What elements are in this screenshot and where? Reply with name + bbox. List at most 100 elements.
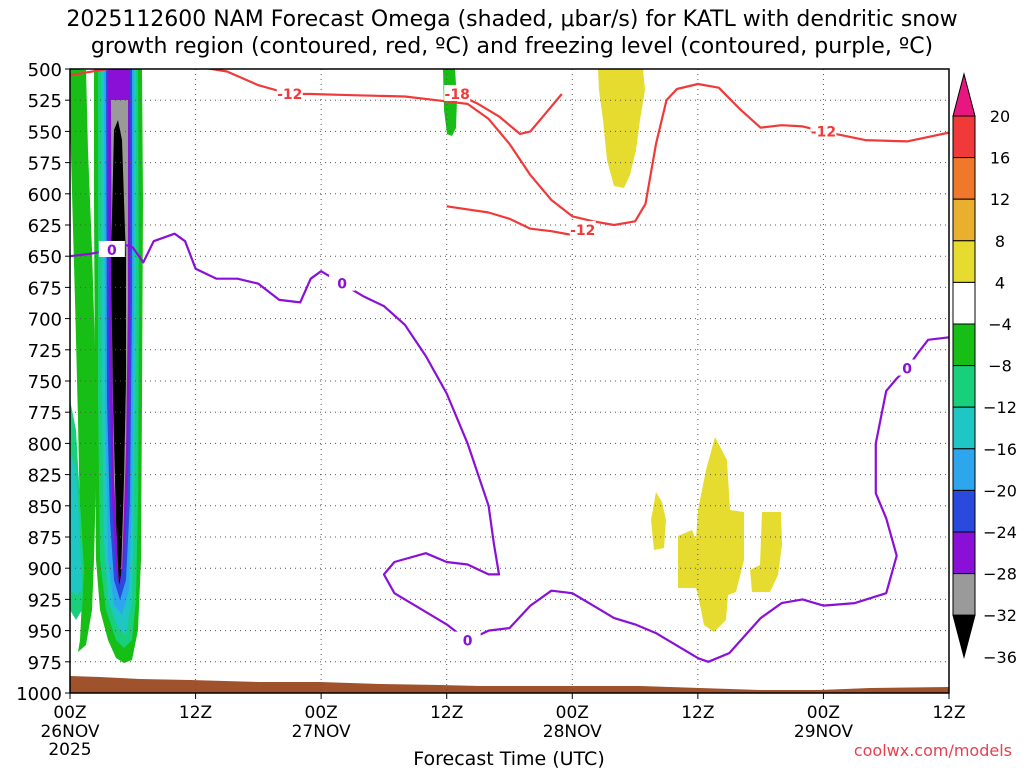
colorbar-label: −16 — [983, 440, 1017, 459]
freezing-level-contour-label-bg — [98, 240, 125, 257]
colorbar-label: 16 — [990, 149, 1010, 168]
y-tick-label: 525 — [28, 91, 62, 112]
x-tick-year: 2025 — [48, 740, 91, 760]
colorbar-swatch — [952, 489, 976, 533]
colorbar-swatch — [952, 240, 976, 283]
colorbar-label: −24 — [983, 523, 1017, 542]
y-tick-label: 650 — [28, 247, 62, 268]
y-tick-label: 850 — [28, 497, 62, 518]
colorbar-label: 20 — [990, 107, 1010, 126]
dgz-minus12-lower-contour-label: -12 — [570, 223, 595, 239]
colorbar-bottom-arrow — [952, 614, 976, 660]
colorbar-label: −28 — [983, 565, 1017, 584]
colorbar-label: −36 — [983, 648, 1017, 667]
omega-green-left — [70, 69, 96, 652]
omega-yellow-lower-c — [750, 512, 782, 592]
y-tick-label: 975 — [28, 653, 62, 674]
y-tick-label: 925 — [28, 590, 62, 611]
plot-frame — [69, 68, 950, 694]
x-tick-label: 00Z — [53, 703, 86, 723]
colorbar-swatch — [952, 573, 976, 616]
x-tick-label: 12Z — [681, 703, 714, 723]
y-tick-label: 1000 — [16, 684, 62, 705]
omega-yellow-lower-a — [651, 492, 666, 550]
omega-yellow-upper — [598, 69, 645, 188]
y-tick-label: 625 — [28, 216, 62, 237]
colorbar-label: −32 — [983, 606, 1017, 625]
x-tick-label: 00Z — [807, 703, 840, 723]
colorbar-swatch — [952, 157, 976, 200]
y-tick-label: 575 — [28, 154, 62, 175]
y-tick-label: 800 — [28, 434, 62, 455]
colorbar-label: −4 — [988, 315, 1012, 334]
x-tick-label: 12Z — [179, 703, 212, 723]
y-tick-label: 725 — [28, 341, 62, 362]
dgz-minus18-contour-label-bg — [444, 84, 471, 101]
colorbar-label: −20 — [983, 481, 1017, 500]
y-tick-label: 675 — [28, 278, 62, 299]
y-tick-label: 950 — [28, 622, 62, 643]
freezing-level-contour-label: 0 — [107, 243, 117, 259]
y-tick-label: 700 — [28, 310, 62, 331]
colorbar-label: −12 — [983, 398, 1017, 417]
x-tick-date: 27NOV — [292, 722, 351, 742]
colorbar-swatch — [952, 115, 976, 159]
dgz-minus18-contour — [456, 93, 563, 135]
x-tick-date: 28NOV — [543, 722, 602, 742]
omega-black — [111, 120, 126, 585]
credit: coolwx.com/models — [853, 741, 1012, 760]
chart-title: 2025112600 NAM Forecast Omega (shaded, μ… — [66, 7, 958, 59]
omega-shading — [70, 69, 949, 693]
colorbar-label: 8 — [995, 232, 1005, 251]
colorbar-label: −8 — [988, 357, 1012, 376]
y-axis: 500 525 550 575 600 625 650 675 700 725 750 775 800 8… — [16, 60, 70, 705]
freezing-level-contour-label-bg — [454, 631, 481, 648]
x-tick-label: 12Z — [932, 703, 965, 723]
contours — [70, 69, 949, 663]
y-tick-label: 600 — [28, 185, 62, 206]
y-tick-label: 825 — [28, 466, 62, 487]
freezing-level-contour — [70, 232, 949, 663]
omega-yellow-lower-b — [678, 437, 744, 632]
x-tick-label: 00Z — [305, 703, 338, 723]
colorbar-label: 4 — [995, 273, 1005, 292]
y-tick-label: 500 — [28, 60, 62, 81]
colorbar-swatch — [952, 281, 976, 325]
y-tick-label: 900 — [28, 559, 62, 580]
colorbar-swatch — [952, 406, 976, 450]
x-tick-date: 29NOV — [794, 722, 853, 742]
freezing-level-contour-label: 0 — [463, 634, 473, 650]
x-tick-label: 12Z — [430, 703, 463, 723]
freezing-level-contour-label-bg — [894, 359, 921, 376]
dgz-minus12-contour-label-bg — [810, 122, 837, 139]
colorbar-swatch — [952, 323, 976, 367]
freezing-level-contour-label-bg — [329, 274, 356, 291]
y-tick-label: 750 — [28, 372, 62, 393]
y-tick-label: 875 — [28, 528, 62, 549]
colorbar-top-arrow — [952, 72, 976, 117]
colorbar-swatch — [952, 365, 976, 408]
colorbar: 20 16 12 8 4 −4 −8 −12 −16 −20 −24 −28 −32 −36 — [952, 72, 1017, 667]
dgz-minus18-contour-label: -18 — [445, 87, 470, 103]
colorbar-swatch — [952, 448, 976, 491]
freezing-level-contour-label: 0 — [902, 362, 912, 378]
colorbar-swatch — [952, 198, 976, 242]
x-tick-date: 26NOV — [40, 722, 99, 742]
x-axis-label: Forecast Time (UTC) — [413, 748, 604, 768]
dgz-minus12-lower-contour-label-bg — [569, 220, 596, 237]
dgz-minus12-contour-label-bg — [276, 84, 303, 101]
contour-labels: -12 -12 -12 -18 0 0 0 0 — [98, 84, 921, 650]
terrain-fill — [70, 676, 949, 693]
y-tick-label: 550 — [28, 122, 62, 143]
dgz-minus12-contour-label: -12 — [811, 124, 836, 140]
x-tick-label: 00Z — [556, 703, 589, 723]
grid — [70, 69, 949, 693]
dgz-minus12-lower-contour — [446, 205, 584, 237]
dgz-minus12-contour — [70, 69, 949, 227]
dgz-minus12-contour-label: -12 — [277, 87, 302, 103]
freezing-level-contour-label: 0 — [337, 277, 347, 293]
colorbar-label: 12 — [990, 190, 1010, 209]
y-tick-label: 775 — [28, 403, 62, 424]
